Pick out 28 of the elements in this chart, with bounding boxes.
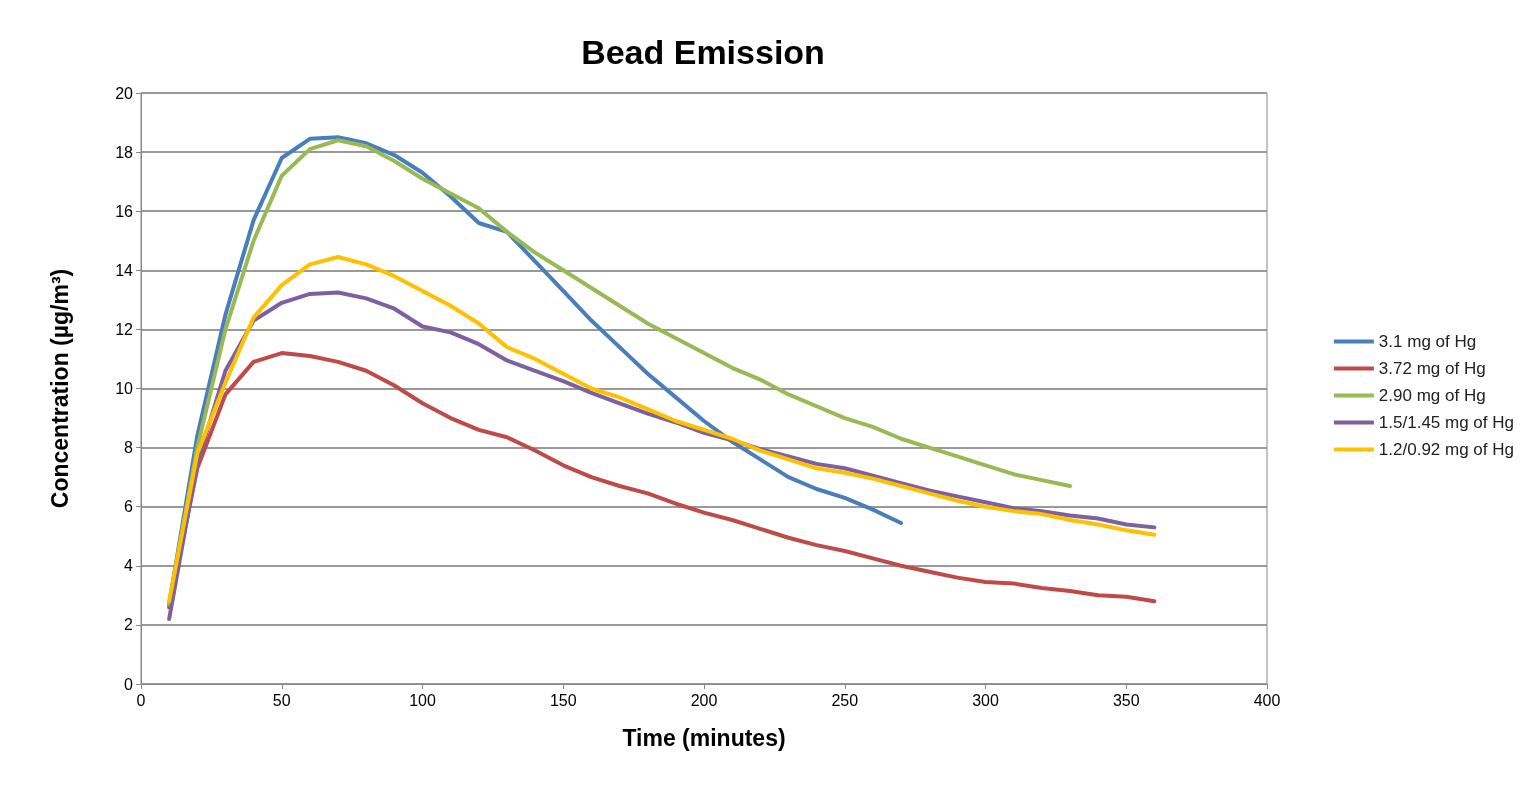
y-tick-label: 0: [124, 675, 134, 693]
y-tick-label: 14: [115, 261, 134, 279]
legend-label: 3.1 mg of Hg: [1378, 332, 1477, 351]
x-tick-label: 50: [272, 691, 291, 709]
y-tick-label: 10: [115, 380, 134, 397]
y-tick-label: 16: [115, 202, 134, 220]
x-tick-label: 400: [1253, 691, 1281, 709]
y-tick-label: 6: [124, 498, 134, 516]
y-tick-label: 4: [124, 557, 134, 575]
y-tick-label: 2: [124, 616, 134, 634]
x-tick-label: 350: [1112, 691, 1140, 709]
legend-label: 2.90 mg of Hg: [1378, 386, 1486, 405]
x-tick-label: 200: [690, 691, 718, 709]
legend-label: 1.5/1.45 mg of Hg: [1378, 413, 1514, 432]
y-tick-label: 8: [124, 439, 134, 457]
legend-label: 1.2/0.92 mg of Hg: [1378, 440, 1514, 459]
x-tick-label: 100: [409, 691, 436, 709]
y-tick-label: 12: [115, 320, 134, 338]
x-tick-label: 0: [136, 691, 146, 709]
y-tick-label: 20: [115, 84, 134, 102]
x-tick-label: 150: [549, 691, 577, 709]
x-tick-label: 300: [972, 691, 999, 709]
y-axis-title: Concentration (µg/m³): [46, 268, 73, 509]
legend-label: 3.72 mg of Hg: [1378, 359, 1486, 378]
x-tick-label: 250: [831, 691, 859, 709]
x-axis-title: Time (minutes): [622, 724, 786, 751]
chart-title: Bead Emission: [581, 33, 825, 71]
y-tick-label: 18: [115, 143, 134, 161]
